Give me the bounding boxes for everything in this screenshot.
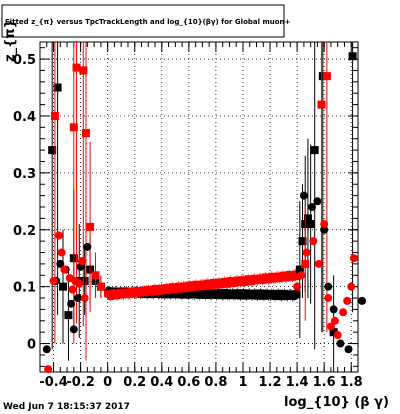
data-point-square (64, 311, 73, 320)
data-point-circle (326, 322, 335, 331)
data-point-circle (80, 294, 89, 303)
x-tick-label: 0.2 (123, 375, 146, 390)
data-point-circle (297, 271, 306, 280)
data-point-circle (324, 294, 333, 303)
data-point-square (69, 123, 78, 132)
data-point-square (48, 146, 57, 155)
x-tick-label: 1.8 (340, 375, 363, 390)
title-box: Fitted z_{π} versus TpcTrackLength and l… (1, 4, 291, 38)
band-marker (293, 272, 301, 280)
data-point-circle (309, 237, 318, 246)
data-point-circle (54, 231, 63, 240)
data-point-square (303, 214, 312, 223)
data-point-square (329, 328, 338, 337)
x-tick-label: -0.4 (39, 375, 67, 390)
x-tick-label: 0 (103, 375, 112, 390)
x-tick-label: 1.6 (313, 375, 336, 390)
y-tick-label: 0.1 (13, 281, 36, 296)
x-tick-label: 0.4 (150, 375, 173, 390)
x-axis-title: log_{10} (β γ) (284, 395, 389, 410)
data-point-square (322, 72, 331, 81)
data-point-square (348, 52, 357, 61)
data-point-square (79, 66, 88, 75)
title-frame (1, 4, 285, 38)
data-point-circle (339, 308, 348, 317)
data-point-square (53, 83, 62, 92)
data-point-square (310, 146, 319, 155)
data-point-circle (343, 296, 352, 305)
data-point-circle (299, 191, 308, 200)
band-marker (293, 291, 301, 299)
data-point-circle (293, 282, 302, 291)
data-point-square (86, 222, 95, 231)
data-point-square (295, 265, 304, 274)
data-point-circle (42, 345, 51, 354)
y-tick-label: 0.4 (13, 110, 36, 125)
data-point-circle (69, 325, 78, 334)
data-point-square (306, 220, 315, 229)
data-point-square (91, 271, 100, 280)
x-tick-label: -0.2 (66, 375, 94, 390)
y-tick-label: 0.2 (13, 224, 36, 239)
data-point-circle (68, 285, 77, 294)
data-layer (42, 42, 367, 374)
y-tick-label: 0.5 (13, 53, 36, 68)
data-point-circle (57, 248, 66, 257)
data-point-circle (60, 265, 69, 274)
data-point-circle (358, 296, 367, 305)
data-point-circle (67, 299, 76, 308)
data-point-circle (75, 279, 84, 288)
y-tick-label: 0.3 (13, 167, 36, 182)
axis-layer: -0.4-0.2 0 0.2 0.4 0.6 0.8 1 1.2 1.4 1.6 1.8 0 0.1 0.… (13, 42, 363, 390)
data-point-circle (49, 276, 58, 285)
data-point-circle (347, 282, 356, 291)
x-tick-label: 1.2 (259, 375, 282, 390)
x-tick-label: 1 (238, 375, 247, 390)
x-tick-label: 1.4 (286, 375, 309, 390)
data-point-square (318, 72, 327, 81)
data-point-circle (56, 259, 65, 268)
chart-title: Fitted z_{π} versus TpcTrackLength and l… (5, 18, 291, 26)
data-point-circle (324, 282, 333, 291)
x-tick-label: 0.6 (177, 375, 200, 390)
x-tick-label: 0.8 (204, 375, 227, 390)
data-point-square (72, 63, 81, 72)
data-point-square (301, 259, 310, 268)
data-point-circle (314, 259, 323, 268)
data-point-circle (44, 365, 53, 374)
data-point-circle (320, 225, 329, 234)
data-point-circle (83, 242, 92, 251)
timestamp: Wed Jun 7 18:15:37 2017 (3, 402, 130, 412)
y-tick-label: 0 (27, 338, 36, 353)
data-point-circle (330, 316, 339, 325)
data-point-square (80, 276, 89, 285)
data-point-square (298, 237, 307, 246)
data-point-square (82, 129, 91, 138)
data-point-circle (302, 248, 311, 257)
y-axis-title: z_{π} (3, 19, 18, 62)
data-point-square (317, 100, 326, 109)
data-point-square (59, 282, 68, 291)
data-point-circle (320, 220, 329, 229)
data-point-circle (307, 203, 316, 211)
data-point-circle (336, 339, 345, 348)
data-point-circle (73, 294, 82, 303)
data-point-square (50, 111, 59, 120)
data-point-circle (313, 197, 322, 206)
data-point-circle (333, 331, 342, 340)
data-point-circle (349, 254, 358, 263)
data-point-square (96, 282, 105, 291)
data-point-circle (329, 305, 338, 314)
data-point-circle (77, 257, 86, 266)
data-point-circle (344, 345, 353, 354)
